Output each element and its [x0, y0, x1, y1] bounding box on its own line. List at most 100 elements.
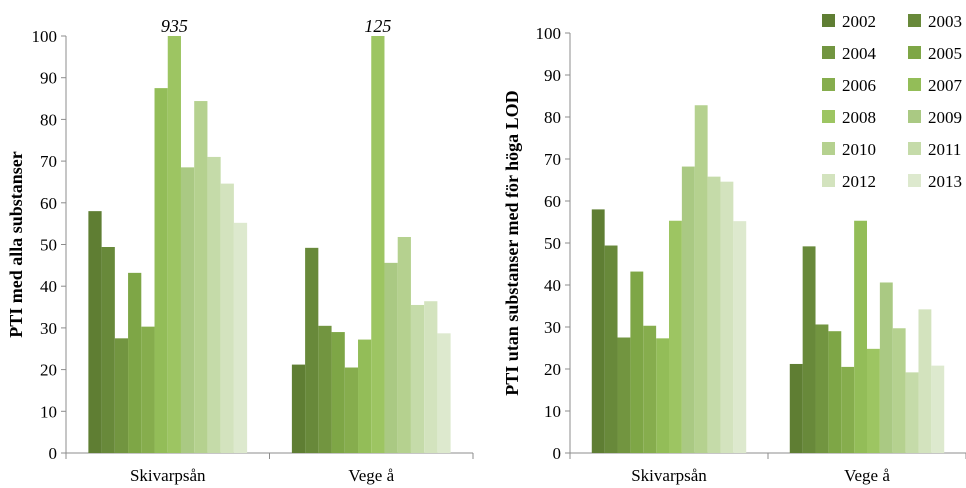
y-tick-label: 10	[544, 402, 561, 421]
y-tick-label: 40	[40, 277, 57, 296]
bar-2004-skivarpsan	[114, 338, 129, 453]
bar-2004-vege-a	[815, 324, 829, 453]
legend-swatch	[822, 174, 835, 187]
legend: 2002 2003 2004 2005 2006 2007 2008 2009 2010 2011…	[812, 8, 966, 200]
bar-2005-vege-a	[331, 332, 345, 453]
legend-label: 2011	[928, 140, 961, 159]
bar-2006-vege-a	[841, 366, 855, 453]
bar-2012-vege-a	[918, 309, 932, 453]
legend-label: 2012	[842, 172, 876, 191]
bar-2003-skivarpsan	[101, 247, 115, 453]
y-axis-title: PTI med alla substanser	[6, 151, 26, 338]
x-category-label: Skivarpsån	[631, 466, 707, 485]
legend-swatch	[908, 46, 921, 59]
chart-panel-1: 0 10 20 30 40 50 60 70 80 90 100 935 Skivarpsån 125 Ve…	[6, 16, 474, 485]
legend-label: 2006	[842, 76, 876, 95]
bar-2009-vege-a	[384, 262, 398, 453]
legend-swatch	[908, 78, 921, 91]
legend-background	[812, 8, 966, 200]
bar-2009-vege-a	[879, 282, 893, 453]
x-category-label: Vege å	[348, 466, 394, 485]
legend-swatch	[822, 78, 835, 91]
y-tick-label: 100	[32, 27, 58, 46]
bar-2007-vege-a	[358, 339, 372, 453]
y-tick-label: 50	[544, 234, 561, 253]
bar-2008-vege-a	[371, 36, 385, 453]
bar-2002-skivarpsan	[88, 211, 102, 453]
bar-2011-skivarpsan	[707, 176, 721, 453]
legend-swatch	[908, 110, 921, 123]
x-category-label: Vege å	[844, 466, 890, 485]
y-axis-title: PTI utan substanser med för höga LOD	[502, 90, 522, 395]
y-tick-label: 90	[40, 69, 57, 88]
y-tick-label: 30	[544, 318, 561, 337]
legend-label: 2004	[842, 44, 877, 63]
y-tick-label: 30	[40, 319, 57, 338]
overflow-value-label: 125	[364, 16, 391, 36]
legend-swatch	[822, 110, 835, 123]
legend-swatch	[908, 14, 921, 27]
bar-2005-skivarpsan	[630, 271, 644, 453]
overflow-value-label: 935	[161, 16, 188, 36]
bar-2010-vege-a	[397, 236, 411, 453]
x-category-label: Skivarpsån	[130, 466, 206, 485]
bar-2013-skivarpsan	[733, 221, 747, 453]
bar-2013-vege-a	[931, 365, 945, 453]
y-tick-label: 90	[544, 66, 561, 85]
bar-2007-vege-a	[854, 220, 867, 453]
legend-label: 2002	[842, 12, 876, 31]
y-tick-label: 80	[544, 108, 561, 127]
y-tick-label: 0	[49, 444, 58, 463]
bar-2009-skivarpsan	[180, 167, 195, 454]
bar-2010-skivarpsan	[694, 105, 708, 454]
bar-2006-vege-a	[344, 367, 359, 453]
bar-2007-skivarpsan	[154, 88, 168, 453]
bar-2012-skivarpsan	[720, 181, 734, 453]
y-tick-label: 70	[40, 152, 57, 171]
legend-label: 2010	[842, 140, 876, 159]
legend-swatch	[822, 142, 835, 155]
bar-2011-skivarpsan	[207, 156, 221, 453]
y-tick-label: 20	[40, 361, 57, 380]
legend-swatch	[908, 174, 921, 187]
bar-2013-skivarpsan	[233, 222, 248, 453]
legend-label: 2005	[928, 44, 962, 63]
bar-2003-vege-a	[802, 246, 816, 453]
legend-label: 2008	[842, 108, 876, 127]
bar-2002-vege-a	[789, 363, 803, 453]
legend-label: 2009	[928, 108, 962, 127]
bar-2004-skivarpsan	[617, 337, 631, 453]
bar-2012-skivarpsan	[220, 183, 234, 454]
bar-2009-skivarpsan	[681, 166, 695, 453]
y-tick-label: 40	[544, 276, 561, 295]
y-tick-label: 0	[553, 444, 562, 463]
legend-swatch	[822, 14, 835, 27]
bar-2007-skivarpsan	[656, 338, 669, 453]
y-tick-label: 60	[544, 192, 561, 211]
bar-2002-vege-a	[291, 364, 306, 453]
bar-2012-vege-a	[424, 301, 438, 453]
bar-2008-vege-a	[867, 348, 880, 453]
legend-label: 2007	[928, 76, 963, 95]
bar-2013-vege-a	[437, 333, 451, 453]
y-tick-label: 60	[40, 194, 57, 213]
bar-2005-vege-a	[828, 331, 842, 453]
bar-2006-skivarpsan	[643, 325, 657, 453]
bar-2008-skivarpsan	[167, 36, 181, 453]
bar-2006-skivarpsan	[141, 326, 155, 453]
chart-panel-2: 0 10 20 30 40 50 60 70 80 90 100 Skivarpsån Vege å PT…	[502, 8, 966, 485]
y-tick-label: 100	[536, 24, 562, 43]
bar-2003-vege-a	[305, 247, 319, 453]
bar-2002-skivarpsan	[591, 209, 605, 453]
legend-label: 2013	[928, 172, 962, 191]
bar-2004-vege-a	[318, 325, 332, 453]
bar-2005-skivarpsan	[128, 272, 142, 453]
y-tick-label: 10	[40, 402, 57, 421]
bar-2008-skivarpsan	[669, 220, 682, 453]
legend-swatch	[908, 142, 921, 155]
y-tick-label: 70	[544, 150, 561, 169]
bar-2003-skivarpsan	[604, 245, 618, 453]
bar-2010-vege-a	[892, 328, 906, 453]
y-tick-label: 20	[544, 360, 561, 379]
